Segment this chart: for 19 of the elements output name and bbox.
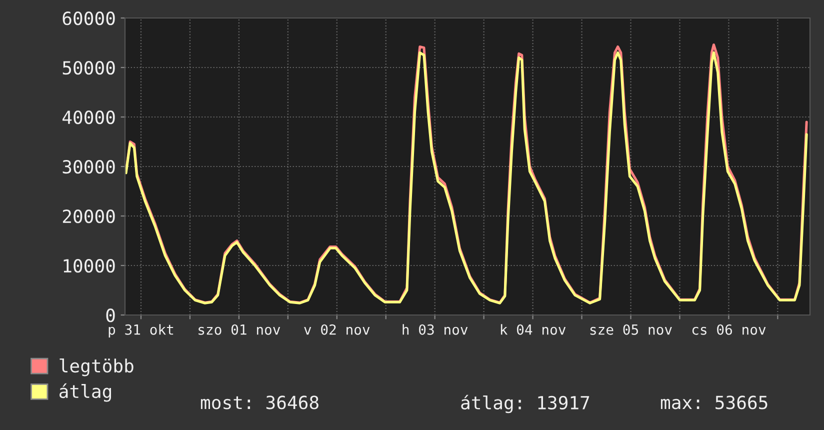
legend-label: átlag	[60, 383, 111, 402]
legend-label: legtöbb	[60, 358, 134, 376]
x-tick-label: sze 05 nov	[590, 324, 672, 335]
x-tick-label: h 03 nov	[402, 324, 468, 335]
x-tick-label: v 02 nov	[304, 324, 370, 335]
x-tick-label: p 31 okt	[108, 324, 174, 338]
text: max: 53665	[660, 396, 768, 410]
x-tick-label: cs 06 nov	[692, 324, 766, 335]
x-tick-label: k 04 nov	[500, 324, 566, 335]
text: most: 36468	[200, 396, 318, 410]
y-tick-label: 60000	[62, 12, 115, 26]
text: átlag: 13917	[461, 394, 590, 414]
y-tick-label: 30000	[62, 160, 115, 174]
y-tick-label: 40000	[62, 110, 115, 124]
y-tick-label: 50000	[62, 61, 115, 75]
y-tick-label: 20000	[62, 210, 115, 224]
y-tick-label: 0	[106, 308, 115, 322]
x-tick-label: szo 01 nov	[198, 324, 280, 335]
y-tick-label: 10000	[64, 259, 115, 273]
